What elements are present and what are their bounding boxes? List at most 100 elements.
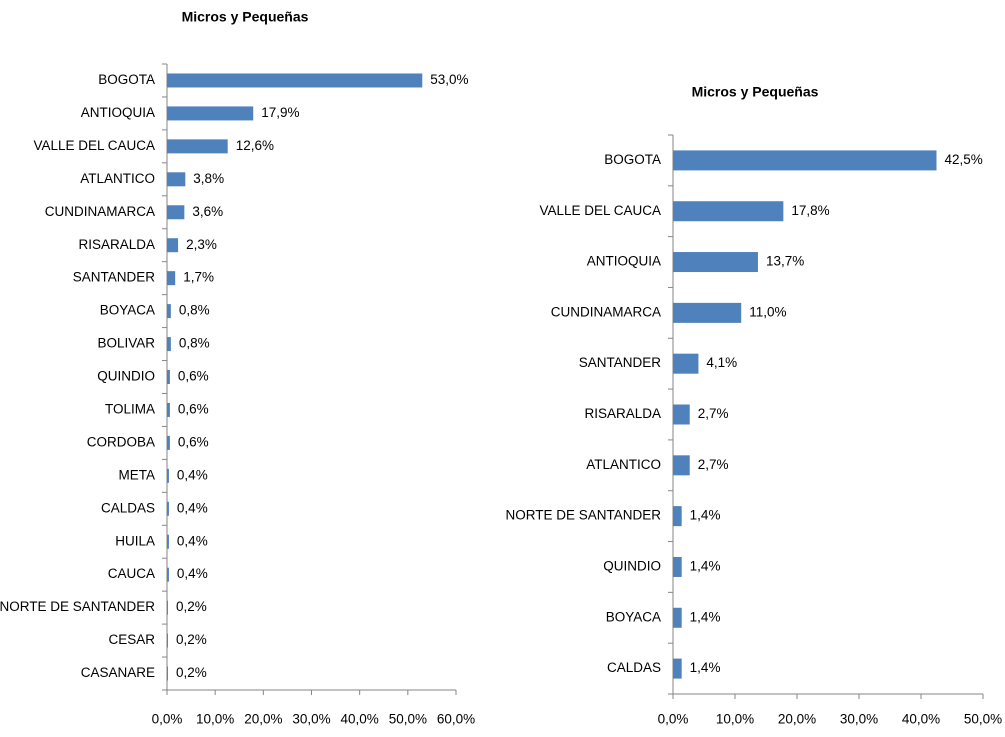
bar [167, 106, 254, 121]
data-label: 0,4% [177, 566, 208, 581]
y-tick-label: SANTANDER [579, 355, 662, 370]
y-tick-label: ANTIOQUIA [81, 105, 155, 120]
y-tick-label: ANTIOQUIA [587, 254, 661, 269]
data-label: 0,2% [176, 599, 207, 614]
y-tick-label: BOYACA [606, 609, 661, 624]
y-tick-label: NORTE DE SANTANDER [0, 599, 155, 614]
y-tick-label: CUNDINAMARCA [45, 204, 155, 219]
bar [167, 238, 179, 253]
data-label: 2,3% [186, 237, 217, 252]
y-tick-label: QUINDIO [97, 369, 155, 384]
data-label: 1,4% [690, 559, 721, 574]
bar [167, 435, 170, 450]
data-label: 1,4% [690, 609, 721, 624]
x-tick-label: 0,0% [658, 712, 689, 727]
data-label: 0,4% [177, 467, 208, 482]
bar [673, 353, 699, 374]
y-tick-label: ATLANTICO [586, 457, 661, 472]
bar [673, 201, 784, 222]
data-label: 53,0% [430, 72, 468, 87]
y-tick-label: CAUCA [108, 566, 155, 581]
bar [167, 633, 168, 648]
data-label: 2,7% [698, 457, 729, 472]
x-tick-label: 10,0% [196, 712, 234, 727]
y-tick-label: VALLE DEL CAUCA [33, 138, 155, 153]
data-label: 4,1% [706, 355, 737, 370]
data-label: 17,8% [791, 203, 829, 218]
data-label: 0,2% [176, 632, 207, 647]
bar [167, 501, 169, 516]
x-tick-label: 50,0% [389, 712, 427, 727]
x-tick-label: 0,0% [152, 712, 183, 727]
data-label: 0,4% [177, 533, 208, 548]
data-label: 1,7% [183, 270, 214, 285]
x-tick-label: 30,0% [292, 712, 330, 727]
bar [167, 139, 228, 154]
bar [673, 556, 682, 577]
data-label: 17,9% [261, 105, 299, 120]
x-tick-label: 60,0% [437, 712, 475, 727]
bar [167, 73, 423, 88]
y-tick-label: TOLIMA [105, 402, 155, 417]
x-tick-label: 10,0% [716, 712, 754, 727]
bar [167, 666, 168, 681]
bar [673, 404, 690, 425]
y-tick-label: NORTE DE SANTANDER [505, 508, 661, 523]
data-label: 3,8% [193, 171, 224, 186]
y-tick-label: BOYACA [100, 303, 155, 318]
x-tick-label: 20,0% [778, 712, 816, 727]
bar [673, 607, 682, 628]
y-tick-label: QUINDIO [603, 559, 661, 574]
bar [167, 205, 185, 220]
bar [167, 304, 171, 319]
data-label: 0,4% [177, 500, 208, 515]
bar [673, 506, 682, 527]
bar [673, 150, 937, 171]
data-label: 0,6% [178, 434, 209, 449]
bar [673, 658, 682, 679]
data-label: 0,8% [179, 303, 210, 318]
y-tick-label: BOGOTA [604, 152, 661, 167]
x-tick-label: 40,0% [341, 712, 379, 727]
y-tick-label: BOGOTA [98, 72, 155, 87]
y-tick-label: CALDAS [101, 500, 155, 515]
bar [167, 567, 169, 582]
bar [673, 455, 690, 476]
bar [167, 337, 171, 352]
y-tick-label: CUNDINAMARCA [551, 304, 661, 319]
data-label: 1,4% [690, 660, 721, 675]
y-tick-label: CASANARE [81, 665, 155, 680]
x-tick-label: 40,0% [902, 712, 940, 727]
bar [167, 402, 170, 417]
y-tick-label: META [119, 467, 156, 482]
y-tick-label: CESAR [108, 632, 155, 647]
bar [673, 302, 742, 323]
chart-title: Micros y Pequeñas [692, 84, 819, 100]
y-tick-label: BOLIVAR [97, 336, 155, 351]
bar [167, 468, 169, 483]
bar [167, 370, 170, 384]
data-label: 1,4% [690, 508, 721, 523]
y-tick-label: SANTANDER [73, 270, 156, 285]
data-label: 11,0% [749, 304, 786, 319]
y-tick-label: HUILA [115, 533, 155, 548]
y-tick-label: ATLANTICO [80, 171, 155, 186]
y-tick-label: RISARALDA [584, 406, 661, 421]
data-label: 0,2% [176, 665, 207, 680]
y-tick-label: VALLE DEL CAUCA [539, 203, 661, 218]
data-label: 0,8% [179, 336, 210, 351]
x-tick-label: 30,0% [840, 712, 878, 727]
x-tick-label: 20,0% [244, 712, 282, 727]
data-label: 0,6% [178, 402, 209, 417]
data-label: 12,6% [236, 138, 274, 153]
bar [673, 252, 758, 273]
data-label: 3,6% [192, 204, 223, 219]
bar [167, 172, 186, 187]
data-label: 0,6% [178, 369, 209, 384]
data-label: 42,5% [945, 152, 983, 167]
data-label: 2,7% [698, 406, 729, 421]
x-tick-label: 50,0% [964, 712, 1002, 727]
y-tick-label: CALDAS [607, 660, 661, 675]
bar [167, 271, 176, 286]
